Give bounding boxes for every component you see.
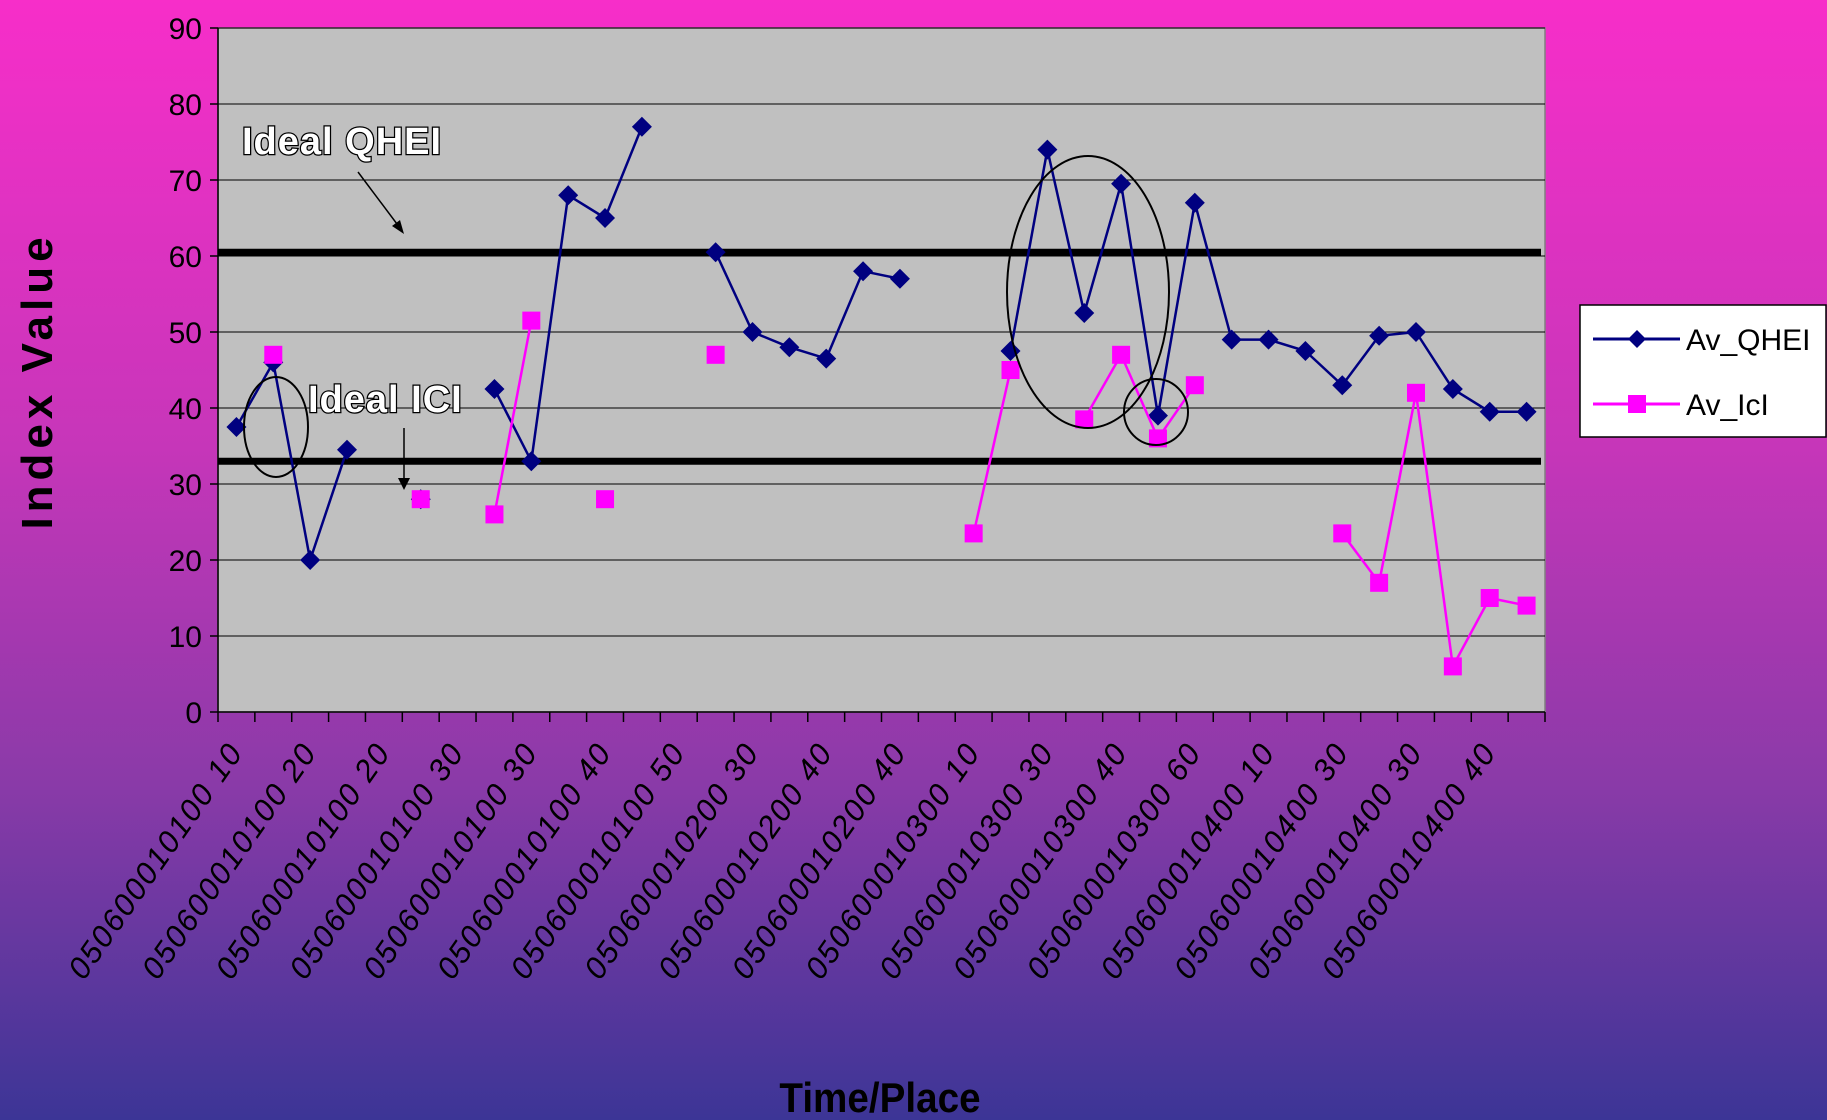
legend-marker-av-ici (1628, 395, 1646, 413)
data-point-av-ici (596, 490, 615, 509)
annotation-ideal-qhei: Ideal QHEI (242, 121, 442, 163)
annotation-ellipse (1123, 378, 1189, 446)
series-line-av-qhei (235, 361, 275, 428)
legend-box (1579, 304, 1827, 438)
data-point-av-qhei (595, 208, 616, 228)
series-line-av-qhei (1304, 350, 1344, 387)
annotation-ellipse (243, 376, 309, 478)
data-point-av-qhei (1111, 173, 1132, 194)
annotations: Ideal QHEI Ideal ICI (241, 120, 1189, 490)
series-layer (226, 116, 1537, 676)
series-line-av-qhei (308, 449, 349, 561)
series-line-av-qhei (493, 388, 533, 462)
data-point-av-ici (411, 490, 430, 509)
annotation-ideal-ici: Ideal ICI (308, 379, 463, 421)
series-line-av-qhei (272, 362, 312, 561)
data-point-av-ici (1185, 376, 1204, 395)
legend-marker-av-qhei (1628, 330, 1646, 348)
series-line-av-ici (1414, 392, 1455, 667)
data-point-av-qhei (1147, 405, 1168, 426)
data-point-av-ici (1148, 429, 1167, 448)
y-tick-label: 70 (169, 165, 202, 198)
x-axis-title: Time/Place (779, 1073, 980, 1120)
data-point-av-qhei (521, 451, 542, 472)
data-point-av-ici (1443, 657, 1462, 676)
data-point-av-ici (1112, 345, 1131, 364)
data-point-av-ici (1001, 361, 1020, 379)
series-line-av-qhei (603, 126, 644, 219)
plot-area (217, 27, 1546, 713)
data-point-av-qhei (853, 261, 874, 282)
data-point-av-qhei (705, 242, 726, 263)
data-point-av-qhei (889, 268, 910, 289)
y-tick-label: 80 (169, 89, 202, 122)
series-line-av-ici (493, 320, 533, 515)
data-point-av-qhei (1332, 375, 1353, 396)
plot-background (217, 27, 1546, 713)
data-point-av-qhei (1295, 341, 1316, 361)
data-point-av-qhei (1516, 401, 1537, 422)
data-point-av-qhei (226, 417, 247, 437)
y-tick-label: 50 (169, 317, 202, 350)
y-tick-label: 10 (169, 621, 202, 654)
data-point-av-ici (1480, 589, 1499, 607)
y-axis-title: Index Value (13, 232, 62, 529)
data-point-av-ici (264, 345, 283, 364)
annotation-arrow (357, 171, 401, 229)
data-point-av-qhei (484, 379, 505, 399)
y-tick-label: 60 (169, 241, 202, 274)
y-tick-label: 90 (169, 13, 202, 46)
data-point-av-qhei (337, 439, 358, 460)
data-point-av-qhei (300, 550, 321, 570)
data-point-av-ici (485, 505, 504, 524)
series-line-av-ici (1083, 354, 1123, 421)
y-tick-label: 20 (169, 545, 202, 578)
data-point-av-qhei (1369, 325, 1390, 346)
data-point-av-ici (964, 524, 983, 543)
data-point-av-qhei (1184, 192, 1205, 213)
data-point-av-qhei (1074, 303, 1095, 323)
series-line-av-qhei (714, 251, 754, 333)
legend-label-av-ici: Av_IcI (1686, 389, 1769, 422)
data-point-av-ici (1333, 524, 1352, 543)
series-line-av-ici (972, 369, 1012, 534)
series-line-av-qhei (1083, 183, 1123, 314)
data-point-av-qhei (1258, 329, 1279, 350)
data-point-av-ici (522, 311, 541, 330)
series-line-av-ici (1377, 392, 1418, 584)
data-point-av-ici (1406, 383, 1425, 402)
data-point-av-qhei (779, 337, 800, 358)
series-line-av-qhei (1193, 202, 1233, 340)
data-point-av-qhei (1479, 401, 1500, 422)
series-line-av-ici (1451, 597, 1491, 667)
y-tick-label: 0 (185, 697, 202, 730)
data-point-av-ici (706, 345, 725, 364)
annotation-arrowhead (392, 220, 404, 234)
reference-lines (218, 248, 1541, 465)
data-point-av-qhei (816, 348, 837, 369)
data-point-av-qhei (1405, 322, 1426, 342)
data-point-av-qhei (1037, 139, 1058, 160)
data-point-av-ici (1517, 596, 1536, 615)
data-point-av-qhei (742, 322, 763, 342)
data-point-av-ici (1370, 573, 1389, 592)
series-line-av-qhei (1414, 331, 1454, 390)
annotation-arrowhead (398, 478, 410, 490)
series-line-av-qhei (825, 270, 865, 360)
data-point-av-qhei (631, 116, 652, 137)
legend: Av_QHEI Av_IcI (1579, 304, 1827, 438)
series-line-av-qhei (1009, 149, 1049, 352)
annotation-ellipse (1006, 155, 1170, 429)
data-point-av-qhei (558, 185, 579, 206)
y-tick-label: 40 (169, 393, 202, 426)
series-line-av-qhei (530, 195, 570, 462)
y-tick-label: 30 (169, 469, 202, 502)
data-point-av-qhei (1442, 379, 1463, 399)
series-line-av-qhei (1341, 335, 1381, 386)
data-point-av-ici (1075, 410, 1094, 429)
data-point-av-qhei (1221, 329, 1242, 350)
series-line-av-qhei (1046, 149, 1086, 314)
legend-label-av-qhei: Av_QHEI (1686, 324, 1811, 357)
